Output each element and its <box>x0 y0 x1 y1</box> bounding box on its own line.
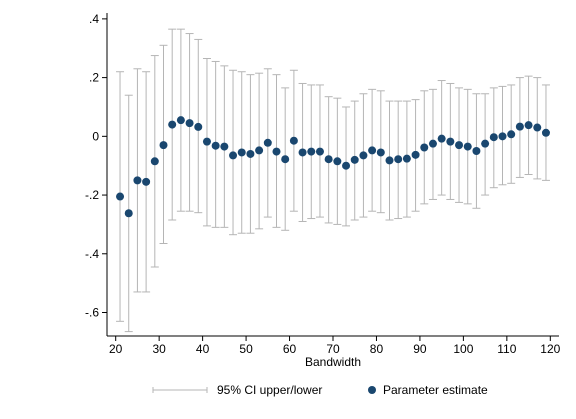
estimate-point <box>541 128 550 137</box>
x-tick-label: 20 <box>109 342 123 356</box>
estimate-point <box>394 155 403 164</box>
x-tick-label: 90 <box>413 342 427 356</box>
estimate-point <box>446 137 455 146</box>
legend-item-ci: 95% CI upper/lower <box>152 383 322 397</box>
y-tick-label: -.2 <box>85 188 99 202</box>
legend-item-estimate: Parameter estimate <box>368 383 488 397</box>
x-axis-title: Bandwidth <box>305 355 361 369</box>
estimate-point <box>298 148 307 157</box>
estimate-point <box>385 156 394 165</box>
y-tick-label: -.6 <box>85 306 99 320</box>
y-axis-ticks: -.6 -.4 -.2 0 .2 .4 <box>85 12 107 320</box>
x-tick-label: 60 <box>283 342 297 356</box>
estimate-point <box>176 116 185 125</box>
estimate-point <box>194 122 203 131</box>
x-tick-label: 110 <box>497 342 516 356</box>
estimate-point <box>463 142 472 151</box>
estimate-point <box>229 151 238 160</box>
estimate-point <box>489 133 498 142</box>
x-tick-label: 70 <box>326 342 340 356</box>
estimate-point <box>255 146 264 155</box>
x-tick-label: 50 <box>239 342 253 356</box>
x-tick-label: 100 <box>453 342 473 356</box>
estimate-point <box>455 141 464 150</box>
legend-estimate-dot <box>368 386 376 394</box>
estimate-point <box>324 155 333 164</box>
x-tick-label: 40 <box>196 342 210 356</box>
legend: 95% CI upper/lower Parameter estimate <box>152 383 488 397</box>
estimate-point <box>142 177 151 186</box>
estimate-point <box>281 155 290 164</box>
estimate-point <box>515 122 524 131</box>
estimate-point <box>402 154 411 163</box>
estimate-point <box>437 134 446 143</box>
estimate-point <box>481 139 490 148</box>
x-tick-label: 80 <box>370 342 384 356</box>
estimate-point <box>185 119 194 128</box>
y-tick-label: .2 <box>89 71 99 85</box>
y-tick-label: 0 <box>92 129 99 143</box>
estimate-point <box>428 139 437 148</box>
y-tick-label: .4 <box>89 12 99 26</box>
estimate-point <box>211 141 220 150</box>
estimate-point <box>376 148 385 157</box>
estimate-point <box>498 132 507 141</box>
estimate-point <box>168 120 177 129</box>
estimate-point <box>289 136 298 145</box>
estimate-point <box>124 209 133 218</box>
legend-estimate-label: Parameter estimate <box>383 383 488 397</box>
estimate-point <box>272 147 281 156</box>
estimate-point <box>507 130 516 139</box>
estimate-point <box>472 147 481 156</box>
estimate-point <box>359 151 368 160</box>
estimate-point <box>333 157 342 166</box>
estimate-point <box>524 121 533 130</box>
estimate-point <box>246 149 255 158</box>
estimate-point <box>307 147 316 156</box>
estimate-point <box>411 150 420 159</box>
estimate-point <box>315 147 324 156</box>
estimate-point <box>116 192 125 201</box>
y-tick-label: -.4 <box>85 247 99 261</box>
estimate-point <box>350 155 359 164</box>
estimate-point <box>420 143 429 152</box>
x-tick-label: 30 <box>152 342 166 356</box>
estimate-point <box>533 123 542 132</box>
x-axis-ticks: 20 30 40 50 60 70 80 90 100 110 120 <box>109 336 561 356</box>
estimate-point <box>220 142 229 151</box>
estimate-points <box>116 116 550 218</box>
estimate-point <box>150 157 159 166</box>
estimate-point <box>159 141 168 150</box>
estimate-point <box>368 146 377 155</box>
estimate-point <box>202 137 211 146</box>
legend-ci-label: 95% CI upper/lower <box>217 383 322 397</box>
estimate-point <box>342 161 351 170</box>
estimate-point <box>237 148 246 157</box>
x-tick-label: 120 <box>540 342 560 356</box>
estimate-point <box>133 176 142 185</box>
estimate-point <box>263 138 272 147</box>
